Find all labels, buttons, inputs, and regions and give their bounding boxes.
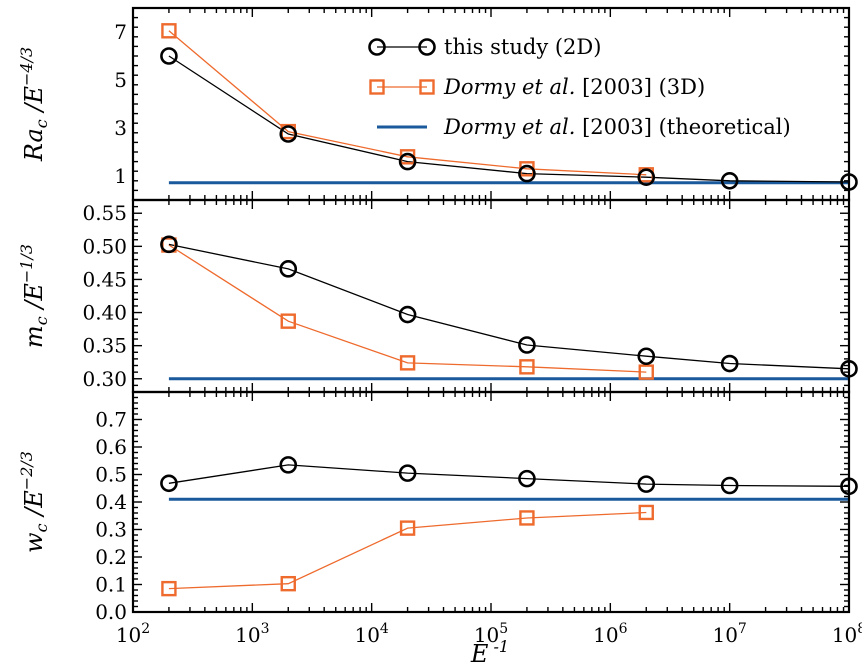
data-point-study bbox=[160, 474, 178, 493]
y-tick-label: 0.5 bbox=[95, 463, 127, 487]
data-point-dormy3d bbox=[280, 313, 296, 329]
y-tick-label: 0.2 bbox=[95, 545, 127, 569]
data-point-study bbox=[398, 305, 417, 324]
series-line-study bbox=[168, 243, 850, 370]
data-point-study bbox=[279, 456, 298, 474]
data-point-study bbox=[398, 152, 417, 171]
y-tick-label: 0.0 bbox=[95, 600, 127, 624]
y-tick-label: 0.45 bbox=[82, 267, 127, 291]
data-point-dormy3d bbox=[161, 23, 177, 39]
y-tick-label: 0.55 bbox=[82, 201, 127, 225]
x-tick-label: 105 bbox=[474, 621, 508, 647]
data-point-dormy3d bbox=[638, 504, 654, 521]
data-point-dormy3d bbox=[280, 575, 296, 592]
data-point-study bbox=[160, 47, 178, 65]
y-tick-label: 7 bbox=[114, 20, 127, 44]
data-point-study bbox=[637, 347, 656, 366]
data-point-dormy3d bbox=[399, 355, 416, 371]
data-point-dormy3d bbox=[399, 520, 416, 536]
data-point-study bbox=[279, 260, 298, 278]
legend-marker-dormy3d bbox=[369, 79, 385, 95]
data-point-study bbox=[720, 476, 739, 495]
panel-frame bbox=[131, 390, 851, 614]
data-point-study bbox=[518, 164, 536, 183]
data-point-study bbox=[160, 235, 178, 254]
y-tick-label: 0.50 bbox=[82, 234, 127, 258]
data-point-dormy3d bbox=[161, 580, 177, 597]
y-axis-title: wc /E−2/3 bbox=[17, 451, 51, 553]
data-point-study bbox=[720, 172, 739, 190]
x-tick-label: 106 bbox=[593, 621, 627, 647]
data-point-dormy3d bbox=[519, 510, 535, 526]
x-tick-label: 103 bbox=[235, 621, 269, 647]
data-point-study bbox=[637, 168, 656, 186]
x-tick-label: 107 bbox=[712, 621, 746, 647]
x-tick-label: 108 bbox=[832, 621, 862, 647]
y-tick-label: 3 bbox=[114, 116, 127, 140]
x-tick-label: 102 bbox=[116, 621, 150, 647]
series-line-dormy3d bbox=[168, 511, 647, 590]
x-tick-label: 104 bbox=[354, 621, 388, 647]
panel-frame bbox=[131, 198, 851, 394]
series-line-dormy3d bbox=[168, 30, 647, 176]
data-point-study bbox=[518, 469, 536, 488]
y-tick-label: 0.3 bbox=[95, 518, 127, 542]
series-line-dormy3d bbox=[168, 244, 647, 373]
data-point-study bbox=[637, 475, 656, 493]
data-point-study bbox=[720, 354, 739, 373]
y-tick-label: 0.7 bbox=[95, 408, 127, 432]
data-point-dormy3d bbox=[638, 364, 654, 380]
data-point-study bbox=[398, 464, 417, 482]
legend-marker-study bbox=[368, 38, 386, 56]
y-tick-label: 1 bbox=[114, 164, 127, 188]
legend-label-study: this study (2D) bbox=[444, 35, 601, 59]
y-tick-label: 0.6 bbox=[95, 435, 127, 459]
y-axis-title: mc /E−1/3 bbox=[17, 244, 51, 348]
y-tick-label: 0.30 bbox=[82, 367, 127, 391]
series-line-study bbox=[168, 55, 850, 183]
series-line-study bbox=[168, 464, 850, 487]
x-axis-title: E -1 bbox=[470, 637, 509, 666]
y-tick-label: 0.40 bbox=[82, 301, 127, 325]
data-point-study bbox=[518, 336, 536, 354]
y-tick-label: 0.1 bbox=[95, 573, 127, 597]
y-tick-label: 5 bbox=[114, 68, 127, 92]
legend-marker-dormy3d bbox=[419, 79, 435, 95]
y-tick-label: 0.4 bbox=[95, 490, 127, 514]
legend-marker-study bbox=[418, 38, 436, 56]
y-tick-label: 0.35 bbox=[82, 334, 127, 358]
data-point-study bbox=[279, 125, 298, 143]
legend-label-dormy3d: Dormy et al. [2003] (3D) bbox=[443, 75, 705, 99]
y-axis-title: Rac /E−4/3 bbox=[17, 47, 51, 162]
data-point-dormy3d bbox=[519, 359, 535, 375]
legend-label-theory: Dormy et al. [2003] (theoretical) bbox=[443, 115, 791, 139]
